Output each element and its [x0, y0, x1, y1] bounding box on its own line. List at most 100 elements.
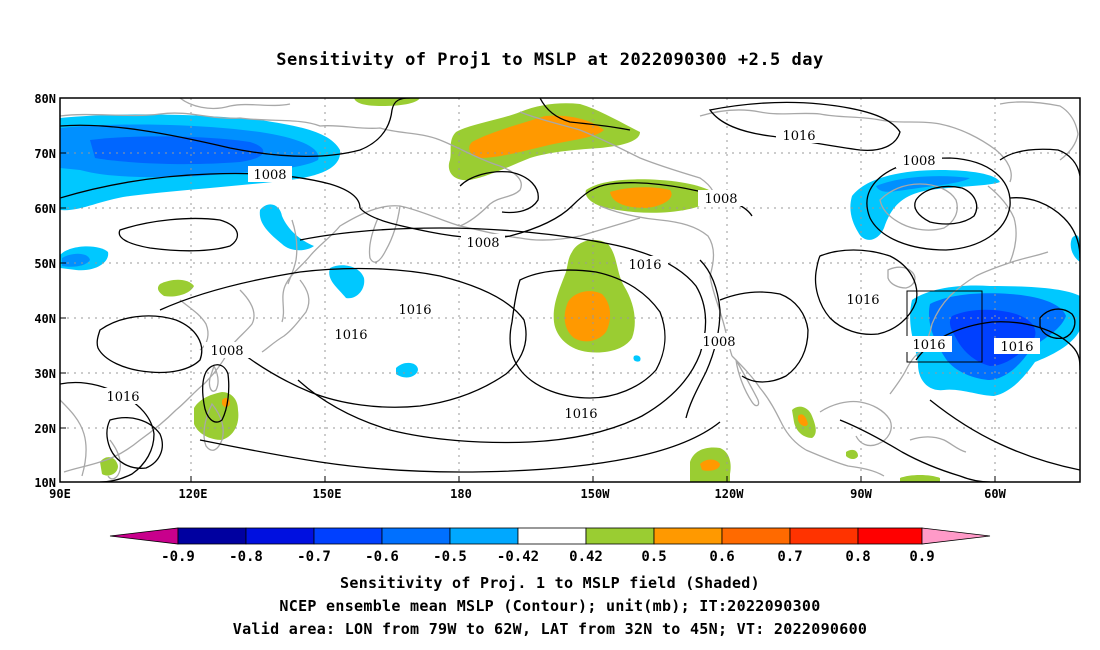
- lon-label: 60W: [984, 487, 1006, 501]
- lon-label: 150W: [581, 487, 611, 501]
- shade-south-china: [100, 457, 118, 476]
- lat-label: 60N: [34, 202, 56, 216]
- negative-sensitivity-shading: [60, 114, 1080, 396]
- colorbar-label: 0.42: [569, 549, 603, 565]
- lon-label: 120E: [179, 487, 208, 501]
- colorbar-swatch: [313, 527, 383, 545]
- contour-1016-central: [509, 269, 666, 399]
- colorbar-swatch: [381, 527, 451, 545]
- contour-label-1016: 1016: [912, 338, 945, 353]
- contour-label-1016: 1016: [782, 129, 815, 144]
- graticule: [60, 98, 1080, 482]
- coast-japan: [261, 279, 310, 353]
- map-plot-area: [60, 98, 1080, 482]
- shade-philippine: [194, 392, 239, 440]
- contour-1016-north: [708, 101, 901, 152]
- lat-label: 10N: [34, 476, 56, 490]
- lon-label: 120W: [715, 487, 745, 501]
- lat-label: 20N: [34, 422, 56, 436]
- contour-1008-ne-inner: [914, 185, 978, 225]
- colorbar-high-arrow: [921, 527, 991, 545]
- shade-small-west: [157, 279, 194, 297]
- plot-frame: [59, 97, 1081, 483]
- contour-label-1008: 1008: [704, 192, 737, 207]
- lat-label: 50N: [34, 257, 56, 271]
- shade-kuril: [329, 265, 365, 299]
- contour-1016-se-asia-loop: [202, 364, 230, 423]
- colorbar: -0.9 -0.8 -0.7 -0.6 -0.5 -0.42 0.42 0.5 …: [109, 527, 991, 565]
- coast-chukotka: [439, 139, 522, 227]
- coast-kamchatka: [368, 205, 401, 263]
- caption-valid-area: Valid area: LON from 79W to 62W, LAT fro…: [232, 620, 868, 638]
- positive-sensitivity-shading: [100, 98, 940, 482]
- contour-label-1016: 1016: [846, 293, 879, 308]
- contour-label-1008: 1008: [702, 335, 735, 350]
- contour-label-1008: 1008: [902, 154, 935, 169]
- contour-1016-southeast: [929, 399, 1080, 471]
- coast-baja: [731, 355, 807, 451]
- colorbar-label: -0.5: [433, 549, 467, 565]
- colorbar-label: -0.6: [365, 549, 399, 565]
- colorbar-label: 0.6: [709, 549, 734, 565]
- contour-label-1016: 1016: [334, 328, 367, 343]
- coast-korea-china: [63, 289, 255, 473]
- colorbar-low-arrow: [109, 527, 179, 545]
- contour-1016-pacific-high: [159, 267, 527, 408]
- shade-central-america: [846, 449, 858, 459]
- contour-1008-atlantic: [1009, 197, 1080, 259]
- coast-okhotsk: [281, 205, 461, 323]
- contour-label-1008: 1008: [253, 168, 286, 183]
- contour-label-1016: 1016: [628, 258, 661, 273]
- lat-label: 40N: [34, 312, 56, 326]
- latitude-labels: 80N 70N 60N 50N 40N 30N 20N 10N: [34, 92, 56, 490]
- coast-baffin: [939, 123, 1012, 183]
- contour-1008-labrador: [999, 148, 1080, 177]
- contour-1016-atlantic-loop: [1039, 308, 1076, 340]
- lat-label: 30N: [34, 367, 56, 381]
- caption-shading: Sensitivity of Proj. 1 to MSLP field (Sh…: [340, 574, 760, 592]
- contour-1008-alaska: [459, 170, 539, 214]
- coast-baja-peninsula: [735, 359, 760, 407]
- colorbar-label: -0.7: [297, 549, 331, 565]
- colorbar-swatch: [653, 527, 723, 545]
- coast-alaska: [519, 111, 716, 207]
- shade-small-north-pacific: [396, 362, 418, 378]
- caption-contour: NCEP ensemble mean MSLP (Contour); unit(…: [279, 597, 821, 615]
- colorbar-label: -0.42: [497, 549, 539, 565]
- coastlines: [60, 98, 1079, 480]
- colorbar-swatch: [245, 527, 315, 545]
- coast-sakhalin: [287, 219, 298, 285]
- colorbar-label: 0.7: [777, 549, 802, 565]
- colorbar-swatch: [789, 527, 859, 545]
- coast-labrador: [987, 185, 1017, 263]
- shade-bering-core: [469, 115, 604, 158]
- coast-florida: [889, 351, 921, 395]
- shade-mexico-core: [798, 414, 808, 427]
- coast-central-america: [805, 449, 885, 477]
- lon-label: 180: [450, 487, 472, 501]
- colorbar-swatch: [177, 527, 247, 545]
- contour-1008-siberia-loop: [118, 217, 239, 252]
- coast-hudson-bay: [879, 183, 958, 231]
- colorbar-swatch: [857, 527, 923, 545]
- contour-1016-caribbean: [839, 419, 991, 482]
- axis-ticks: [60, 97, 996, 482]
- coast-alaska-gulf: [599, 205, 715, 277]
- contour-label-1016: 1016: [564, 407, 597, 422]
- coast-arctic-canada: [699, 109, 941, 125]
- colorbar-swatch: [517, 527, 587, 545]
- contour-1016-equator: [199, 421, 721, 473]
- colorbar-label: 0.9: [909, 549, 934, 565]
- contour-label-1008: 1008: [210, 344, 243, 359]
- lon-label: 150E: [313, 487, 342, 501]
- coast-siberia-north: [60, 112, 441, 141]
- contour-1008-west-loop: [96, 315, 203, 374]
- coast-nova-scotia: [975, 251, 1049, 277]
- colorbar-swatch: [449, 527, 519, 545]
- colorbar-label: 0.5: [641, 549, 666, 565]
- colorbar-label: 0.8: [845, 549, 870, 565]
- lon-label: 90E: [49, 487, 71, 501]
- coast-aleutians: [459, 217, 641, 241]
- shade-small-dot: [633, 355, 641, 362]
